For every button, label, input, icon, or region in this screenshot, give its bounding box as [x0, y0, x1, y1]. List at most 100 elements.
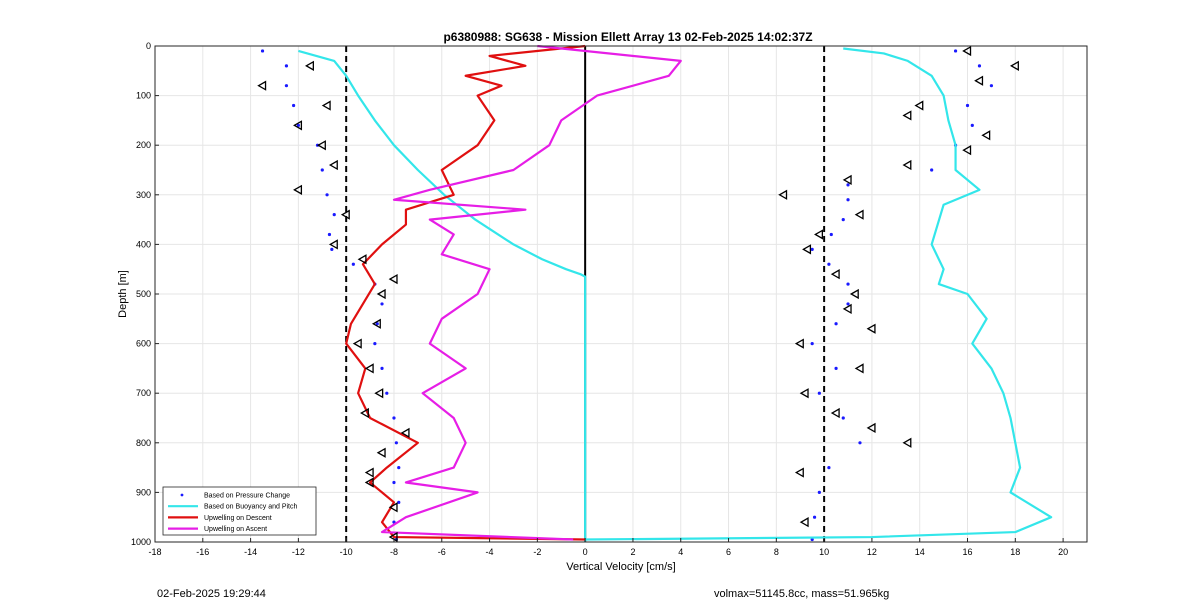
x-tick-label: -10	[340, 547, 353, 557]
data-point	[397, 500, 401, 504]
data-point	[829, 232, 833, 237]
data-point	[325, 193, 329, 197]
x-tick-label: -14	[244, 547, 257, 557]
legend-label: Based on Buoyancy and Pitch	[204, 504, 298, 511]
triangle-marker	[794, 338, 804, 349]
data-point	[812, 515, 817, 519]
triangle-marker	[388, 273, 398, 285]
y-tick-label: 0	[146, 41, 151, 51]
data-point	[385, 391, 389, 395]
triangle-marker	[388, 502, 398, 513]
triangle-marker	[328, 239, 338, 250]
grid	[154, 45, 1087, 543]
x-tick-label: 2	[630, 547, 635, 557]
y-tick-label: 200	[136, 140, 151, 150]
triangle-marker	[340, 209, 350, 220]
data-point	[397, 466, 401, 470]
data-point	[827, 262, 831, 266]
data-point	[292, 103, 296, 108]
legend-label: Upwelling on Ascent	[204, 526, 267, 533]
x-tick-label: -8	[390, 547, 398, 557]
data-point	[392, 416, 396, 420]
series-line	[585, 47, 1053, 541]
data-point	[810, 247, 814, 251]
triangle-marker	[849, 288, 859, 300]
y-tick-label: 300	[136, 190, 151, 200]
data-point	[320, 168, 324, 172]
data-point	[846, 282, 850, 286]
x-tick-label: 20	[1058, 547, 1068, 557]
data-point	[989, 84, 994, 88]
y-tick-label: 100	[136, 91, 151, 101]
x-tick-label: 8	[774, 547, 779, 557]
x-tick-label: 16	[963, 547, 973, 557]
triangle-marker	[914, 100, 924, 111]
series-2	[345, 44, 586, 541]
triangle-marker	[799, 517, 809, 528]
legend-label: Based on Pressure Change	[204, 493, 290, 500]
triangle-marker	[778, 189, 788, 200]
x-tick-label: 12	[867, 547, 877, 557]
data-point	[284, 84, 289, 88]
triangle-marker	[374, 388, 384, 399]
data-point	[817, 391, 821, 395]
x-tick-label: -18	[148, 547, 161, 557]
data-point	[846, 198, 850, 202]
triangle-marker	[814, 229, 823, 240]
triangle-marker	[1009, 60, 1019, 71]
data-point	[841, 218, 845, 222]
triangle-marker	[364, 477, 374, 488]
legend-swatch	[180, 493, 184, 497]
triangle-marker	[854, 363, 864, 374]
triangle-marker	[842, 174, 852, 186]
data-point	[810, 342, 814, 346]
triangle-marker	[293, 184, 303, 195]
y-ticks: 0 100 200 300 400 500 600 700 800 900 1000	[131, 41, 159, 547]
triangle-marker	[802, 244, 812, 255]
data-point	[327, 232, 332, 237]
data-point	[373, 342, 377, 346]
data-point	[810, 537, 814, 542]
triangle-marker	[328, 159, 338, 171]
series-1	[298, 47, 1053, 542]
data-point	[953, 49, 958, 53]
data-point	[392, 480, 396, 485]
y-tick-label: 400	[136, 239, 151, 249]
data-point	[970, 123, 974, 127]
triangle-marker	[371, 318, 381, 329]
data-point	[817, 490, 821, 494]
x-axis-label: Vertical Velocity [cm/s]	[566, 561, 675, 573]
series-line	[298, 49, 587, 542]
triangle-marker	[400, 427, 410, 439]
data-point	[846, 302, 850, 306]
series-line	[380, 44, 682, 541]
triangle-marker	[866, 422, 876, 434]
x-ticks: -18 -16 -14 -12 -10 -8 -6 -4 -2 0 2 4 6 8 10 12 14 16 18 20	[148, 538, 1068, 557]
triangle-marker	[962, 45, 972, 57]
data-point	[375, 322, 379, 326]
triangle-marker	[902, 159, 912, 171]
data-point	[834, 366, 838, 370]
triangle-marker	[842, 303, 852, 315]
series-line	[345, 44, 586, 541]
y-tick-label: 700	[136, 388, 151, 398]
triangle-marker	[364, 467, 374, 478]
triangle-marker	[974, 75, 984, 86]
data-point	[330, 247, 334, 251]
triangle-marker	[376, 447, 386, 458]
x-tick-label: 10	[819, 547, 829, 557]
triangle-marker	[364, 363, 374, 374]
y-tick-label: 500	[136, 289, 151, 299]
triangle-marker	[376, 288, 386, 300]
y-tick-label: 900	[136, 487, 151, 497]
triangle-marker	[830, 269, 840, 280]
y-tick-label: 800	[136, 438, 151, 448]
data-point	[351, 262, 355, 266]
data-point	[296, 123, 300, 127]
x-tick-label: -4	[486, 547, 494, 557]
x-tick-label: 6	[726, 547, 731, 557]
x-tick-label: -12	[292, 547, 305, 557]
triangle-marker	[305, 60, 314, 71]
data-series	[257, 44, 1053, 543]
